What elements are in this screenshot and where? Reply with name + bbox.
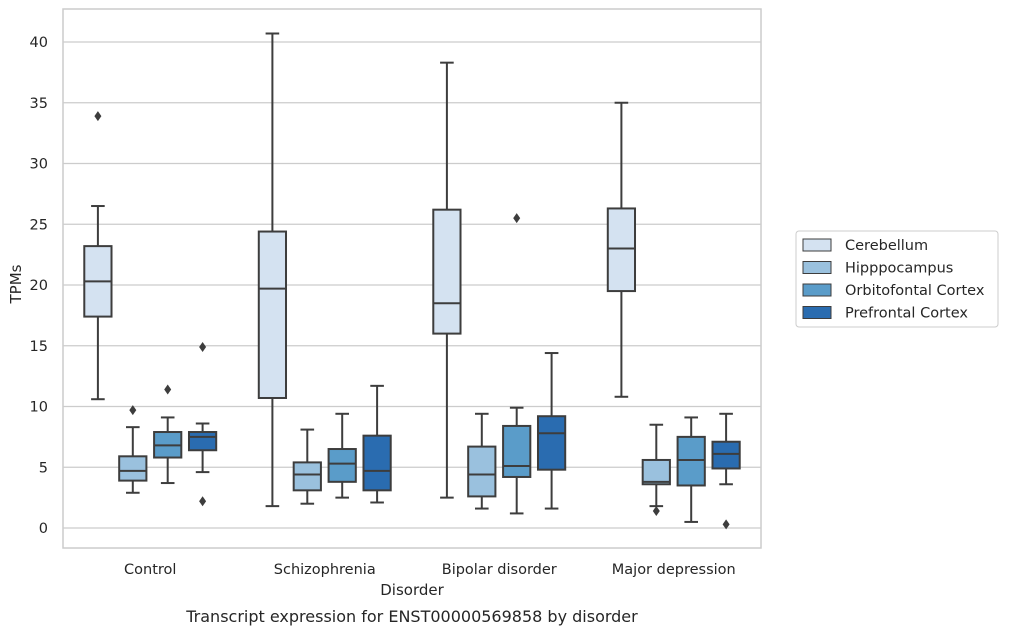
legend-swatch bbox=[802, 283, 832, 297]
x-tick-label: Bipolar disorder bbox=[442, 562, 557, 578]
outlier-marker bbox=[722, 519, 730, 530]
box-iqr bbox=[432, 208, 462, 335]
y-tick-labels: 0 5 10 15 20 25 30 35 40 bbox=[30, 35, 48, 537]
box-plot bbox=[118, 405, 148, 494]
legend-swatch bbox=[802, 306, 832, 319]
legend-label: Hipppocampus bbox=[845, 261, 953, 277]
box-plot bbox=[362, 384, 392, 504]
box-plot bbox=[327, 412, 357, 499]
box-plot bbox=[187, 341, 218, 507]
box-plot bbox=[467, 412, 497, 510]
legend-label: Prefrontal Cortex bbox=[845, 306, 968, 322]
y-tick-label: 30 bbox=[30, 157, 48, 173]
box-plot bbox=[502, 213, 532, 515]
plot-area-frame bbox=[62, 8, 762, 549]
box-iqr bbox=[676, 435, 706, 487]
y-tick-label: 0 bbox=[39, 521, 48, 537]
box-iqr bbox=[257, 230, 288, 399]
box-iqr bbox=[467, 445, 497, 498]
box-iqr bbox=[327, 448, 357, 483]
outlier-marker bbox=[513, 213, 521, 224]
legend-label: Cerebellum bbox=[845, 238, 928, 254]
box-plot bbox=[676, 416, 706, 523]
x-tick-label: Control bbox=[124, 562, 176, 578]
outlier-marker bbox=[94, 111, 102, 122]
box-iqr bbox=[711, 440, 741, 470]
legend: Cerebellum Hipppocampus Orbitofontal Corte… bbox=[795, 230, 999, 328]
legend-label: Orbitofontal Cortex bbox=[845, 283, 985, 299]
box-iqr bbox=[606, 207, 637, 293]
x-axis-label: Disorder bbox=[380, 581, 444, 599]
box-iqr bbox=[641, 458, 671, 486]
y-tick-label: 15 bbox=[30, 339, 48, 355]
y-tick-label: 35 bbox=[30, 96, 48, 112]
outlier-marker bbox=[199, 341, 207, 352]
box-iqr bbox=[118, 455, 148, 482]
box-plot bbox=[292, 428, 322, 505]
x-tick-label: Major depression bbox=[612, 562, 736, 578]
box-plot bbox=[641, 423, 671, 516]
box-iqr bbox=[292, 461, 322, 492]
outlier-marker bbox=[164, 384, 172, 395]
y-tick-label: 20 bbox=[30, 278, 48, 294]
box-iqr bbox=[362, 434, 392, 492]
x-tick-labels: Control Schizophrenia Bipolar disorder Majo… bbox=[124, 562, 736, 578]
box-plot bbox=[711, 412, 741, 530]
grid-lines bbox=[63, 41, 761, 529]
chart-caption: Transcript expression for ENST0000056985… bbox=[185, 607, 638, 626]
legend-swatch bbox=[802, 261, 832, 274]
y-tick-label: 10 bbox=[30, 400, 48, 416]
legend-swatch bbox=[802, 238, 832, 252]
outlier-marker bbox=[199, 496, 207, 507]
box-plots bbox=[83, 32, 741, 530]
outlier-marker bbox=[652, 505, 660, 516]
box-plot bbox=[536, 352, 567, 510]
y-tick-label: 25 bbox=[30, 217, 48, 233]
box-plot bbox=[257, 32, 288, 508]
outlier-marker bbox=[129, 405, 137, 416]
legend-frame bbox=[795, 230, 999, 328]
x-tick-label: Schizophrenia bbox=[274, 562, 376, 578]
box-iqr bbox=[502, 424, 532, 478]
y-tick-label: 5 bbox=[39, 460, 48, 476]
box-iqr bbox=[536, 415, 567, 471]
box-iqr bbox=[187, 431, 218, 452]
y-tick-label: 40 bbox=[30, 35, 48, 51]
box-plot bbox=[153, 384, 183, 485]
box-plot bbox=[606, 101, 637, 398]
y-axis-label: TPMs bbox=[7, 264, 25, 304]
box-plot bbox=[83, 111, 113, 401]
box-plot bbox=[432, 61, 462, 499]
